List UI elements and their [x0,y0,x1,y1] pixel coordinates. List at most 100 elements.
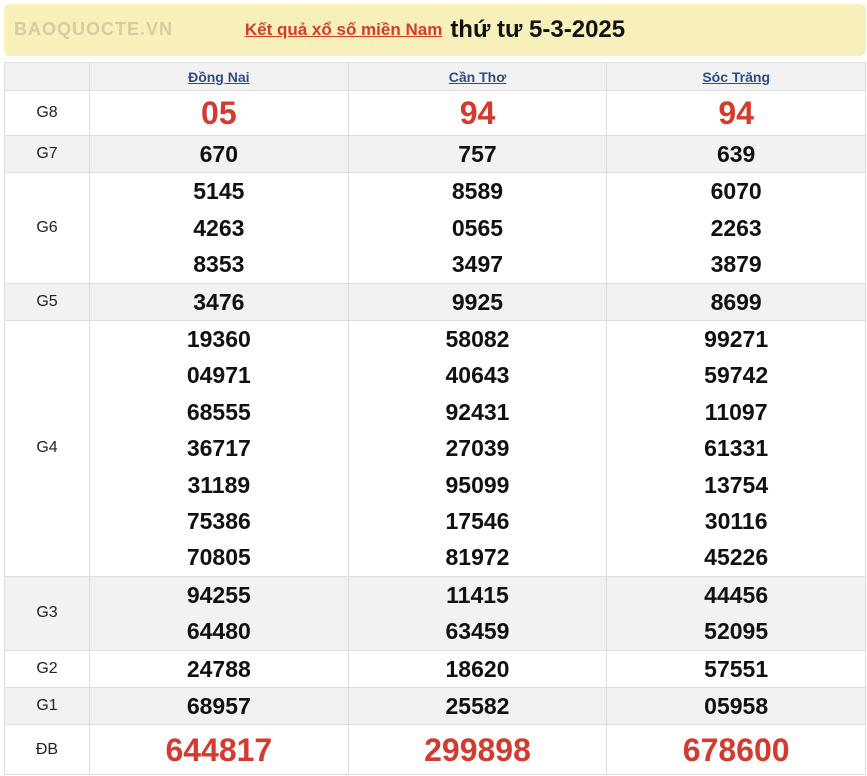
prize-number: 63459 [445,618,510,645]
prize-number: 58082 [445,325,510,352]
prize-number: 30116 [704,507,768,534]
prize-number: 27039 [445,435,510,462]
prize-cell: 18620 [347,649,608,689]
watermark: BAOQUOCTE.VN [14,19,174,39]
prize-row: G6 5145 4263 8353 8589 0565 3497 6070 2263 3879 [4,172,866,284]
prize-number: 18620 [445,655,510,682]
prize-number: 31189 [187,471,251,498]
province-header: Sóc Trăng [606,62,866,91]
prize-cell: 9925 [347,282,608,321]
prize-cell: 94 [606,90,866,136]
prize-number: 6070 [710,178,762,205]
header-row: Đồng Nai Cần Thơ Sóc Trăng [4,62,866,91]
corner-cell [4,62,90,91]
prize-row: ĐB 644817 299898 678600 [4,724,866,776]
prize-cell: 639 [606,134,866,174]
prize-label: G7 [4,134,90,174]
prize-row: G2 24788 18620 57551 [4,649,866,689]
prize-number: 8589 [451,178,504,205]
province-header: Đồng Nai [89,62,349,91]
prize-number: 9925 [451,288,504,315]
prize-number: 36717 [186,435,251,462]
prize-number: 68555 [186,398,251,425]
prize-number: 45226 [704,544,769,571]
prize-label: G8 [4,90,90,136]
prize-number: 57551 [704,655,769,682]
prize-number: 299898 [424,731,531,768]
province-link[interactable]: Sóc Trăng [702,68,770,85]
prize-number: 678600 [682,731,790,768]
prize-number: 670 [199,141,239,167]
prize-label: G3 [4,575,90,651]
prize-number: 52095 [704,618,769,645]
prize-number: 13754 [704,471,769,498]
prize-row: G1 68957 25582 05958 [4,687,866,726]
prize-number: 2263 [710,214,762,241]
prize-row: G8 05 94 94 [4,90,866,136]
prize-number: 94 [718,95,754,131]
prize-number: 94 [459,95,496,131]
prize-cell: 678600 [606,724,866,776]
prize-cell: 99271 59742 11097 61331 13754 30116 45226 [606,319,866,577]
prize-label: G6 [4,172,90,284]
prize-label: G2 [4,649,90,689]
prize-row: G7 670 757 639 [4,134,866,174]
prize-cell: 19360 04971 68555 36717 31189 75386 70805 [89,319,349,577]
prize-cell: 94255 64480 [89,575,349,651]
results-table: Đồng Nai Cần Thơ Sóc Trăng G8 05 94 94 G7 670… [4,62,866,776]
prize-number: 92431 [445,398,510,425]
prize-number: 04971 [186,362,251,389]
prize-cell: 757 [347,134,608,174]
results-link[interactable]: Kết quả xổ số miền Nam [244,20,443,39]
prize-number: 25582 [445,693,510,720]
prize-number: 11415 [446,581,509,608]
prize-number: 94255 [186,581,251,608]
prize-cell: 05958 [606,687,866,726]
prize-cell: 670 [89,134,349,174]
prize-number: 24788 [186,655,251,682]
prize-cell: 58082 40643 92431 27039 95099 17546 81972 [347,319,608,577]
prize-cell: 644817 [89,724,349,776]
prize-cell: 05 [89,90,349,136]
prize-number: 3879 [710,251,762,278]
prize-number: 639 [716,141,756,167]
prize-label: G5 [4,282,90,321]
prize-row: G4 19360 04971 68555 36717 31189 75386 70805 580… [4,319,866,577]
prize-number: 75386 [186,507,251,534]
prize-number: 0565 [451,214,504,241]
prize-number: 3476 [193,288,245,315]
prize-number: 3497 [451,251,504,278]
prize-number: 61331 [704,435,769,462]
province-link[interactable]: Đồng Nai [188,68,250,85]
province-link[interactable]: Cần Thơ [448,68,507,85]
prize-cell: 68957 [89,687,349,726]
prize-number: 99271 [704,325,769,352]
prize-number: 95099 [445,471,510,498]
prize-cell: 8699 [606,282,866,321]
prize-number: 17546 [445,507,510,534]
prize-number: 40643 [445,362,510,389]
prize-number: 757 [458,141,497,167]
draw-date: thứ tư 5-3-2025 [450,16,626,43]
prize-number: 19360 [186,325,251,352]
prize-cell: 94 [347,90,608,136]
prize-number: 64480 [186,618,251,645]
prize-cell: 24788 [89,649,349,689]
prize-label: G1 [4,687,90,726]
prize-label: ĐB [4,724,90,776]
prize-number: 11097 [704,398,768,425]
prize-number: 05 [201,95,237,131]
prize-cell: 5145 4263 8353 [89,172,349,284]
prize-label: G4 [4,319,90,577]
prize-cell: 25582 [347,687,608,726]
prize-cell: 11415 63459 [347,575,608,651]
prize-number: 4263 [193,214,245,241]
prize-number: 68957 [186,693,251,720]
prize-cell: 57551 [606,649,866,689]
prize-number: 8353 [193,251,245,278]
prize-number: 70805 [186,544,251,571]
prize-cell: 299898 [347,724,608,776]
title-banner: Kết quả xổ số miền Nam thứ tư 5-3-2025 [4,4,866,56]
prize-cell: 3476 [89,282,349,321]
prize-number: 5145 [193,178,245,205]
